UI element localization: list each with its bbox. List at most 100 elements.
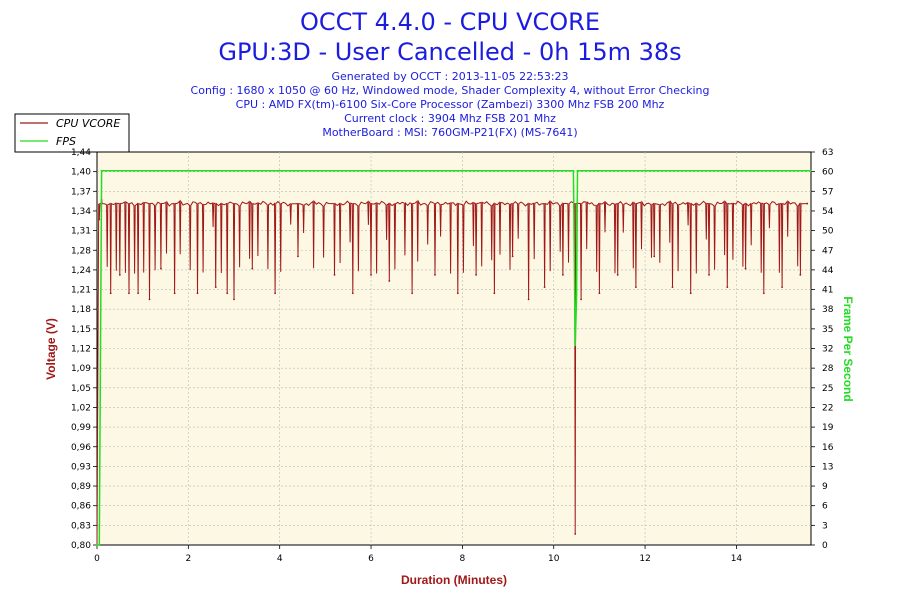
series: [96, 169, 812, 546]
data-point-cpu-vcore: [411, 292, 414, 295]
y-tick-label: 0,80: [71, 541, 91, 551]
y-tick-label: 0,93: [71, 462, 91, 472]
data-point-cpu-vcore: [671, 286, 674, 288]
y2-tick-label: 57: [822, 187, 833, 197]
y-axis-title: Voltage (V): [44, 318, 58, 380]
info-generated: Generated by OCCT : 2013-11-05 22:53:23: [331, 70, 568, 83]
y2-tick-label: 38: [822, 305, 834, 315]
x-tick-label: 0: [94, 554, 100, 564]
data-point-cpu-vcore: [196, 292, 199, 295]
y-tick-label: 0,86: [71, 502, 91, 512]
info-cpu: CPU : AMD FX(tm)-6100 Six-Core Processor…: [236, 98, 665, 111]
data-point-fps: [810, 169, 812, 172]
y-axis-left: 1,44 1,40 1,37 1,34 1,31 1,28 1,24 1,21 1,18 1,15…: [71, 148, 97, 551]
data-point-cpu-vcore: [173, 292, 176, 295]
data-point-cpu-vcore: [297, 255, 299, 258]
y2-tick-label: 35: [822, 325, 833, 335]
data-point-cpu-vcore: [762, 292, 765, 295]
y-tick-label: 1,18: [71, 305, 91, 315]
y2-tick-label: 3: [822, 521, 828, 531]
y-tick-label: 0,99: [71, 423, 91, 433]
data-point-cpu-vcore: [370, 273, 372, 276]
data-point-cpu-vcore: [708, 273, 710, 276]
legend: CPU VCORE FPS: [14, 113, 130, 153]
data-point-cpu-vcore: [744, 267, 747, 270]
data-point-cpu-vcore: [98, 218, 101, 221]
y-tick-label: 1,44: [71, 148, 91, 158]
data-point-cpu-vcore: [580, 298, 583, 301]
y-tick-label: 1,12: [71, 345, 91, 355]
data-point-cpu-vcore: [148, 298, 151, 301]
data-point-cpu-vcore: [388, 280, 391, 282]
data-point-cpu-vcore: [118, 273, 121, 276]
info-clock: Current clock : 3904 Mhz FSB 201 Mhz: [344, 112, 556, 125]
data-point-cpu-vcore: [226, 292, 229, 295]
x-tick-label: 4: [277, 554, 283, 564]
y2-tick-label: 9: [822, 482, 828, 492]
y-tick-label: 1,24: [71, 266, 91, 276]
data-point-cpu-vcore: [434, 273, 436, 276]
x-tick-label: 12: [639, 554, 650, 564]
legend-label-fps: FPS: [56, 135, 76, 148]
data-point-cpu-vcore: [214, 286, 217, 288]
data-point-cpu-vcore: [493, 292, 496, 295]
x-tick-label: 8: [460, 554, 466, 564]
y2-tick-label: 50: [822, 227, 834, 237]
y-tick-label: 1,21: [71, 286, 91, 296]
data-point-fps: [100, 169, 103, 172]
data-point-cpu-vcore: [543, 286, 546, 288]
data-point-fps: [96, 544, 98, 546]
data-point-cpu-vcore: [799, 273, 802, 276]
y2-tick-label: 60: [822, 168, 834, 178]
data-point-fps: [576, 169, 579, 172]
data-point-cpu-vcore: [456, 292, 459, 295]
x-tick-label: 2: [185, 554, 191, 564]
y2-tick-label: 13: [822, 462, 833, 472]
data-point-cpu-vcore: [109, 292, 112, 295]
grid: [97, 152, 811, 545]
chart-subtitle: GPU:3D - User Cancelled - 0h 15m 38s: [218, 38, 681, 66]
y2-tick-label: 63: [822, 148, 833, 158]
y-tick-label: 1,15: [71, 325, 91, 335]
data-point-cpu-vcore: [527, 298, 530, 301]
chart-title: OCCT 4.4.0 - CPU VCORE: [300, 8, 600, 36]
data-point-cpu-vcore: [574, 533, 577, 535]
y2-tick-label: 22: [822, 403, 833, 413]
data-point-cpu-vcore: [475, 273, 477, 276]
data-point-cpu-vcore: [333, 273, 336, 276]
y2-tick-label: 32: [822, 345, 833, 355]
series-line-cpu-vcore: [96, 199, 808, 546]
data-point-fps: [98, 544, 101, 546]
y-tick-label: 1,28: [71, 246, 91, 256]
y2-tick-label: 6: [822, 502, 828, 512]
y-tick-label: 0,96: [71, 443, 91, 453]
data-point-cpu-vcore: [274, 292, 277, 295]
y2-axis-title: Frame Per Second: [841, 296, 855, 401]
data-point-cpu-vcore: [251, 267, 254, 270]
data-point-fps: [574, 344, 577, 347]
data-point-fps: [572, 169, 575, 172]
y-tick-label: 1,34: [71, 207, 91, 217]
data-point-cpu-vcore: [726, 286, 729, 288]
y2-tick-label: 44: [822, 266, 834, 276]
y-tick-label: 1,05: [71, 384, 91, 394]
data-point-cpu-vcore: [233, 298, 235, 301]
x-tick-label: 10: [548, 554, 560, 564]
y2-tick-label: 54: [822, 207, 834, 217]
series-line-fps: [97, 169, 811, 546]
data-point-cpu-vcore: [137, 292, 140, 295]
data-point-cpu-vcore: [653, 255, 656, 258]
x-axis-title: Duration (Minutes): [401, 573, 507, 587]
x-axis: 0 2 4 6 8 10 12 14: [94, 545, 742, 564]
info-config: Config : 1680 x 1050 @ 60 Hz, Windowed m…: [191, 84, 710, 97]
y-tick-label: 0,89: [71, 482, 91, 492]
data-point-cpu-vcore: [635, 286, 637, 288]
data-point-cpu-vcore: [511, 255, 514, 258]
y-tick-label: 1,02: [71, 403, 91, 413]
y2-tick-label: 0: [822, 541, 828, 551]
data-point-cpu-vcore: [616, 273, 619, 276]
data-point-cpu-vcore: [689, 292, 692, 295]
data-point-cpu-vcore: [598, 292, 601, 295]
y2-tick-label: 16: [822, 443, 834, 453]
